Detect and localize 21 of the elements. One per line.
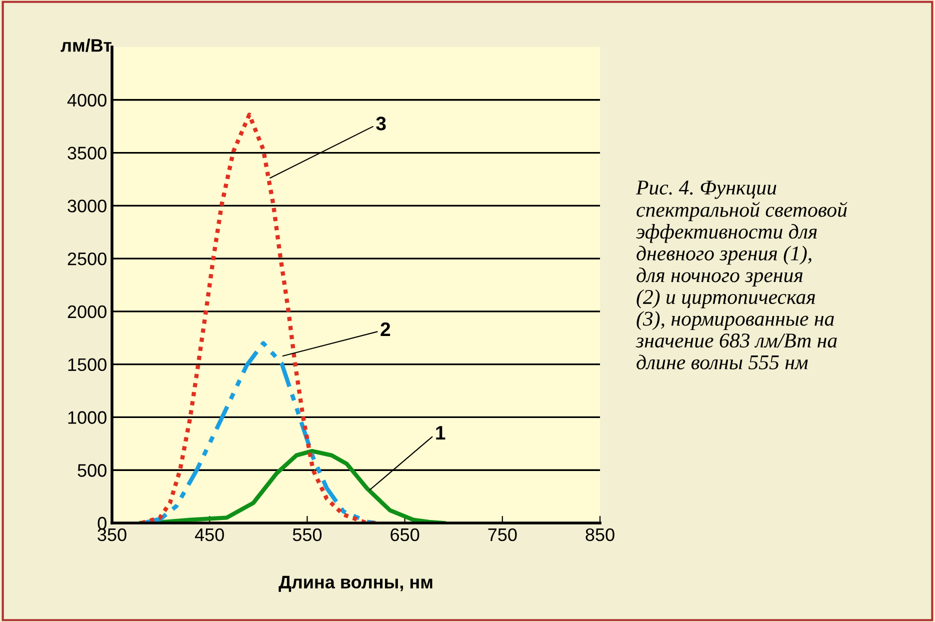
y-tick-label: 3500: [68, 146, 106, 160]
y-tick-label: 3000: [68, 200, 106, 212]
y-tick-label: 4000: [67, 94, 106, 107]
x-axis-title: Длина волны, нм: [278, 576, 432, 592]
y-axis-title: лм/Вт: [60, 38, 112, 52]
x-tick-label: 350: [98, 528, 126, 542]
annotation: 2: [380, 322, 390, 336]
x-tick-label: 550: [292, 528, 322, 542]
text: Рис. 4. Функции спектральной световой эффективности для дневного зрения (1), для ночного зрения (2) и циртопическая (3), нормированные на значение 683 лм/Вт на длине волны 555 нм: [636, 180, 848, 370]
y-tick-label: 2500: [68, 252, 106, 266]
x-tick-label: 650: [390, 528, 420, 542]
x-tick-label: 750: [488, 528, 517, 542]
x-tick-label: 850: [586, 528, 614, 542]
y-tick-label: 2000: [68, 305, 106, 318]
y-tick-label: 1500: [68, 358, 106, 372]
x-tick-label: 450: [194, 528, 224, 542]
annotation: 3: [376, 116, 386, 130]
y-tick-label: 1000: [68, 411, 106, 424]
annotation: 1: [436, 426, 446, 440]
y-tick-label: 500: [78, 464, 106, 477]
line-series: [139, 448, 446, 523]
